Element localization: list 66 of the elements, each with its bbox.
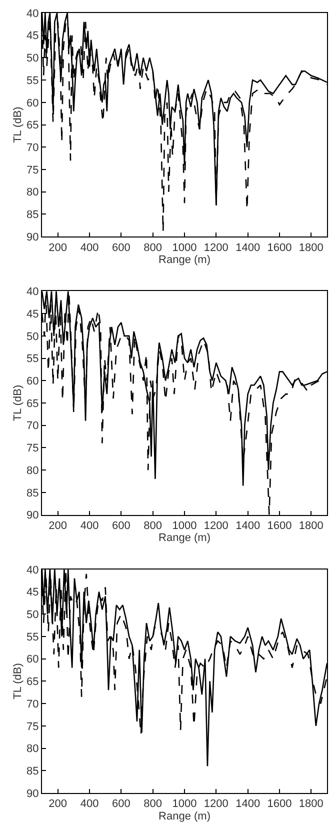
x-tick-label: 1400 bbox=[236, 242, 260, 254]
y-tick-label: 60 bbox=[26, 654, 39, 666]
x-axis-title: Range (m) bbox=[158, 810, 210, 822]
y-tick-label: 90 bbox=[26, 788, 39, 800]
x-tick-label: 1000 bbox=[172, 798, 197, 810]
y-tick-label: 75 bbox=[26, 164, 39, 176]
x-tick-label: 800 bbox=[144, 242, 162, 254]
y-tick-label: 75 bbox=[26, 720, 39, 733]
y-tick-label: 75 bbox=[26, 442, 39, 455]
y-tick-label: 65 bbox=[26, 120, 39, 132]
y-tick-label: 55 bbox=[26, 74, 39, 87]
y-axis-title: TL (dB) bbox=[12, 384, 24, 422]
x-tick-label: 1000 bbox=[172, 520, 197, 532]
x-tick-label: 1600 bbox=[267, 798, 292, 810]
x-axis-title: Range (m) bbox=[158, 532, 210, 544]
x-tick-label: 1400 bbox=[236, 798, 260, 810]
y-tick-label: 90 bbox=[26, 510, 39, 522]
x-tick-label: 1800 bbox=[298, 242, 324, 254]
y-tick-label: 40 bbox=[26, 8, 39, 20]
x-tick-label: 400 bbox=[80, 242, 99, 254]
x-tick-label: 1800 bbox=[298, 520, 324, 532]
y-axis-title: TL (dB) bbox=[12, 106, 24, 143]
x-tick-label: 800 bbox=[144, 798, 162, 810]
y-tick-label: 70 bbox=[26, 698, 39, 710]
y-tick-label: 55 bbox=[26, 353, 39, 366]
x-tick-label: 1600 bbox=[267, 520, 292, 532]
x-tick-label: 1000 bbox=[172, 242, 197, 254]
y-tick-label: 85 bbox=[26, 765, 39, 778]
x-tick-label: 1600 bbox=[267, 242, 292, 254]
x-tick-label: 800 bbox=[144, 520, 162, 532]
x-tick-label: 600 bbox=[112, 520, 130, 532]
y-tick-label: 85 bbox=[26, 209, 39, 222]
x-tick-label: 1200 bbox=[204, 242, 228, 254]
y-tick-label: 60 bbox=[26, 97, 39, 110]
y-tick-label: 50 bbox=[26, 330, 39, 343]
x-tick-label: 400 bbox=[80, 520, 99, 532]
y-tick-label: 45 bbox=[26, 586, 39, 599]
y-tick-label: 80 bbox=[26, 743, 39, 756]
y-tick-label: 80 bbox=[26, 464, 39, 477]
x-tick-label: 400 bbox=[80, 798, 99, 810]
y-tick-label: 60 bbox=[26, 375, 39, 388]
y-tick-label: 50 bbox=[26, 52, 39, 65]
x-tick-label: 600 bbox=[112, 242, 130, 254]
y-tick-label: 85 bbox=[26, 487, 39, 500]
x-tick-label: 1400 bbox=[236, 520, 260, 532]
y-tick-label: 70 bbox=[26, 142, 39, 154]
y-tick-label: 55 bbox=[26, 631, 39, 644]
y-tick-label: 90 bbox=[26, 231, 39, 244]
x-tick-label: 1200 bbox=[204, 520, 228, 532]
x-tick-label: 1200 bbox=[204, 798, 228, 810]
x-tick-label: 200 bbox=[48, 798, 68, 810]
x-tick-label: 600 bbox=[112, 798, 130, 810]
y-tick-label: 40 bbox=[26, 286, 39, 298]
y-tick-label: 45 bbox=[26, 308, 39, 320]
y-tick-label: 80 bbox=[26, 186, 39, 199]
y-tick-label: 65 bbox=[26, 398, 39, 410]
x-tick-label: 200 bbox=[48, 242, 68, 254]
x-tick-label: 200 bbox=[48, 520, 68, 532]
x-axis-title: Range (m) bbox=[158, 254, 210, 266]
x-tick-label: 1800 bbox=[298, 798, 324, 810]
y-axis-title: TL (dB) bbox=[12, 663, 24, 700]
y-tick-label: 45 bbox=[26, 30, 39, 42]
y-tick-label: 65 bbox=[26, 676, 39, 688]
y-tick-label: 40 bbox=[26, 564, 39, 576]
y-tick-label: 50 bbox=[26, 608, 39, 621]
y-tick-label: 70 bbox=[26, 420, 39, 432]
